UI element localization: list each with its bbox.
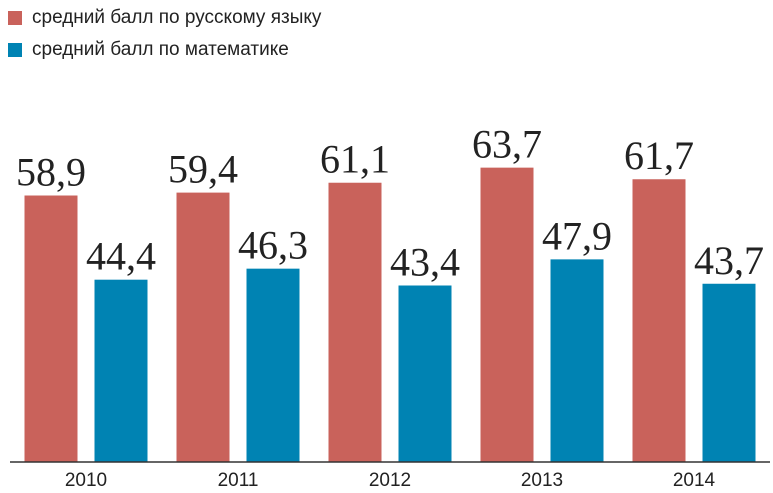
- x-tick-label: 2012: [369, 470, 411, 491]
- bar: [246, 268, 300, 462]
- bar: [398, 285, 452, 462]
- value-label: 59,4: [168, 147, 238, 192]
- bar: [480, 167, 534, 462]
- value-label: 44,4: [86, 234, 156, 279]
- value-label: 43,7: [694, 238, 764, 283]
- bar: [702, 283, 756, 462]
- bar: [632, 179, 686, 462]
- bar: [24, 195, 78, 462]
- value-label: 46,3: [238, 223, 308, 268]
- x-tick-label: 2010: [65, 470, 107, 491]
- legend-label: средний балл по математике: [32, 39, 289, 60]
- x-tick-label: 2014: [673, 470, 716, 491]
- x-tick-label: 2013: [521, 470, 563, 491]
- legend-label: средний балл по русскому языку: [32, 7, 322, 28]
- value-label: 58,9: [16, 150, 86, 195]
- legend-swatch: [8, 11, 22, 25]
- legend-swatch: [8, 43, 22, 57]
- value-label: 61,7: [624, 133, 694, 178]
- bar: [328, 182, 382, 462]
- value-label: 43,4: [390, 239, 460, 284]
- value-label: 47,9: [542, 213, 612, 258]
- bar: [176, 192, 230, 463]
- value-label: 61,1: [320, 137, 390, 182]
- bar: [94, 279, 148, 462]
- bar: [550, 259, 604, 462]
- value-label: 63,7: [472, 122, 542, 167]
- x-tick-label: 2011: [218, 470, 259, 491]
